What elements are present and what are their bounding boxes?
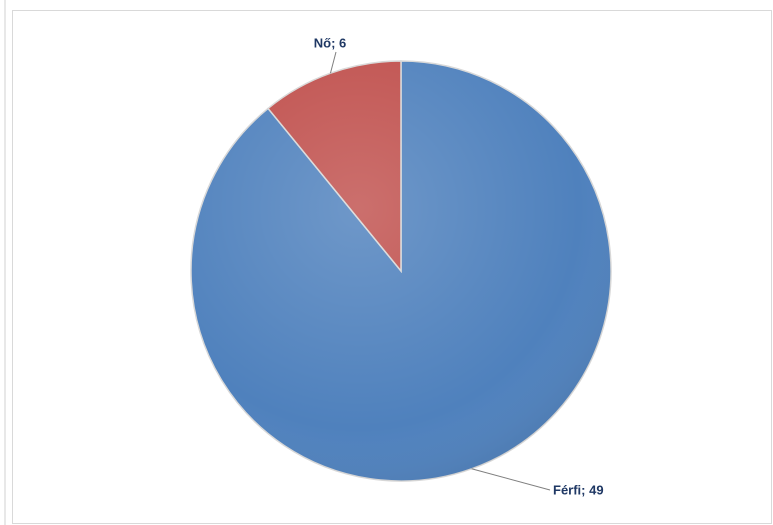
chart-area: [12, 10, 772, 524]
data-label: Férfi; 49: [553, 482, 604, 497]
leader-line: [471, 468, 551, 491]
leader-line: [329, 51, 337, 74]
data-label: Nő; 6: [314, 35, 347, 50]
